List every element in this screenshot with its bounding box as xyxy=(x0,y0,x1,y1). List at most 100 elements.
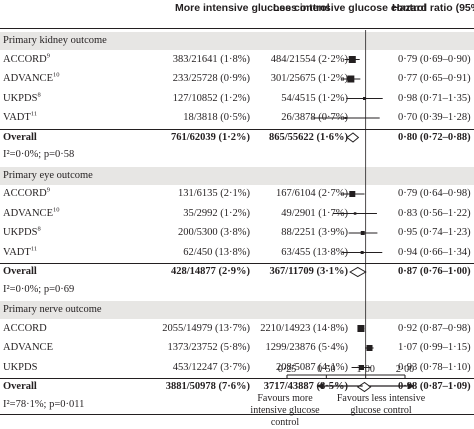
bottom-rule xyxy=(0,414,474,415)
point-estimate-box xyxy=(357,325,365,332)
more-intensive-cell: 35/2992 (1·2%) xyxy=(183,207,250,219)
study-label: UKPDS8 xyxy=(3,91,41,105)
section-band xyxy=(0,32,474,50)
favours-more-label: Favours more intensive glucose control xyxy=(250,393,320,428)
section-band xyxy=(0,166,474,185)
study-label: ADVANCE10 xyxy=(3,206,60,220)
less-intensive-cell: 49/2901 (1·7%) xyxy=(281,207,348,219)
less-intensive-cell: 1299/23876 (5·4%) xyxy=(265,342,348,353)
less-intensive-cell: 167/6104 (2·7%) xyxy=(275,188,348,199)
less-intensive-cell: 2210/14923 (14·8%) xyxy=(260,322,348,334)
study-name: UKPDS xyxy=(3,92,38,104)
hazard-ratio-cell: 0·94 (0·66–1·34) xyxy=(398,246,471,258)
study-name: ADVANCE xyxy=(3,207,53,219)
more-intensive-cell: 1373/23752 (5·8%) xyxy=(167,342,250,353)
study-label: ADVANCE xyxy=(3,342,53,354)
overall-hazard-ratio-cell: 0·80 (0·72–0·88) xyxy=(398,131,471,143)
section-title: Primary eye outcome xyxy=(3,169,93,181)
overall-rule xyxy=(0,128,474,130)
reference-superscript: 11 xyxy=(30,245,38,252)
study-name: UKPDS xyxy=(3,361,38,373)
arrowhead-left-icon xyxy=(316,383,324,389)
study-name: UKPDS xyxy=(3,227,38,238)
less-intensive-cell: 484/21554 (2·2%) xyxy=(270,53,348,65)
point-estimate-box xyxy=(347,75,355,83)
overall-diamond xyxy=(356,381,372,393)
more-intensive-cell: 62/450 (13·8%) xyxy=(183,246,250,258)
point-estimate-box xyxy=(344,117,347,119)
hazard-ratio-cell: 0·98 (0·71–1·35) xyxy=(398,92,471,104)
more-intensive-cell: 131/6135 (2·1%) xyxy=(177,188,250,199)
reference-superscript: 8 xyxy=(37,225,41,233)
overall-more-cell: 428/14877 (2·9%) xyxy=(170,266,250,277)
overall-rule xyxy=(0,378,474,379)
less-intensive-cell: 88/2251 (3·9%) xyxy=(281,227,348,238)
study-name: VADT xyxy=(3,246,31,258)
overall-label: Overall xyxy=(3,131,37,143)
more-intensive-cell: 200/5300 (3·8%) xyxy=(177,227,250,238)
more-intensive-cell: 2055/14979 (13·7%) xyxy=(162,322,250,334)
point-estimate-box xyxy=(348,56,356,63)
study-label: ACCORD xyxy=(3,323,47,335)
overall-label: Overall xyxy=(3,266,37,277)
study-label: ACCORD9 xyxy=(3,186,51,200)
hazard-ratio-cell: 1·07 (0·99–1·15) xyxy=(398,342,471,353)
section-title: Primary kidney outcome xyxy=(3,35,107,46)
overall-less-cell: 865/55622 (1·6%) xyxy=(268,131,348,143)
heterogeneity-text: I²=0·0%; p=0·69 xyxy=(3,283,75,295)
study-label: ACCORD9 xyxy=(3,52,50,66)
heterogeneity-text: I²=78·1%; p=0·011 xyxy=(3,398,85,410)
col-header-more: More intensive glucose control xyxy=(175,2,330,14)
reference-superscript: 11 xyxy=(30,110,38,118)
x-tick-label: 2·00 xyxy=(396,364,414,375)
study-name: ACCORD xyxy=(3,188,47,199)
hazard-ratio-cell: 0·92 (0·87–0·98) xyxy=(398,322,471,334)
reference-superscript: 10 xyxy=(52,206,60,213)
header-rule xyxy=(0,28,474,29)
x-tick-label: 1·00 xyxy=(356,364,374,375)
section-band xyxy=(0,301,474,319)
x-tick-label: 0·25 xyxy=(278,364,296,375)
arrowhead-right-icon xyxy=(408,383,415,389)
study-name: VADT xyxy=(3,112,31,123)
overall-label: Overall xyxy=(3,381,37,392)
favours-less-label: Favours less intensive glucose control xyxy=(336,393,426,416)
hazard-ratio-cell: 0·83 (0·56–1·22) xyxy=(398,207,471,219)
study-label: UKPDS xyxy=(3,362,37,374)
less-intensive-cell: 54/4515 (1·2%) xyxy=(281,92,348,104)
more-intensive-cell: 233/25728 (0·9%) xyxy=(172,73,250,84)
study-name: ACCORD xyxy=(3,53,47,65)
less-intensive-cell: 63/455 (13·8%) xyxy=(281,246,348,258)
col-header-less: Less intensive glucose control xyxy=(273,2,427,14)
reference-superscript: 10 xyxy=(52,71,60,79)
point-estimate-box xyxy=(360,231,365,235)
overall-less-cell: 367/11709 (3·1%) xyxy=(269,266,348,277)
point-estimate-box xyxy=(349,191,356,197)
study-name: ADVANCE xyxy=(3,73,53,84)
more-intensive-cell: 127/10852 (1·2%) xyxy=(172,92,250,104)
overall-less-cell: 3717/43887 (8·5%) xyxy=(263,381,348,392)
overall-more-cell: 3881/50978 (7·6%) xyxy=(165,381,250,392)
study-label: VADT11 xyxy=(3,110,38,124)
overall-hazard-ratio-cell: 0·87 (0·76–1·00) xyxy=(398,266,471,277)
less-intensive-cell: 208/5087 (4·1%) xyxy=(275,361,348,373)
reference-superscript: 9 xyxy=(46,186,51,194)
hazard-ratio-cell: 0·70 (0·39–1·28) xyxy=(398,112,471,123)
overall-more-cell: 761/62039 (1·2%) xyxy=(170,131,250,143)
x-tick-label: 0·50 xyxy=(317,364,335,375)
overall-diamond xyxy=(349,266,367,278)
more-intensive-cell: 383/21641 (1·8%) xyxy=(172,53,250,65)
point-estimate-box xyxy=(353,212,357,215)
point-estimate-box xyxy=(366,345,373,351)
overall-hazard-ratio-cell: 0·98 (0·87–1·09) xyxy=(398,381,471,392)
more-intensive-cell: 18/3818 (0·5%) xyxy=(183,112,250,123)
overall-rule xyxy=(0,263,474,264)
point-estimate-box xyxy=(363,97,367,100)
point-estimate-box xyxy=(359,365,365,370)
hazard-ratio-cell: 0·77 (0·65–0·91) xyxy=(398,73,471,84)
study-label: UKPDS8 xyxy=(3,225,41,239)
point-estimate-box xyxy=(360,251,364,254)
hazard-ratio-cell: 0·93 (0·78–1·10) xyxy=(398,361,471,373)
col-header-hr: Hazard ratio (95% CI) xyxy=(392,2,474,14)
